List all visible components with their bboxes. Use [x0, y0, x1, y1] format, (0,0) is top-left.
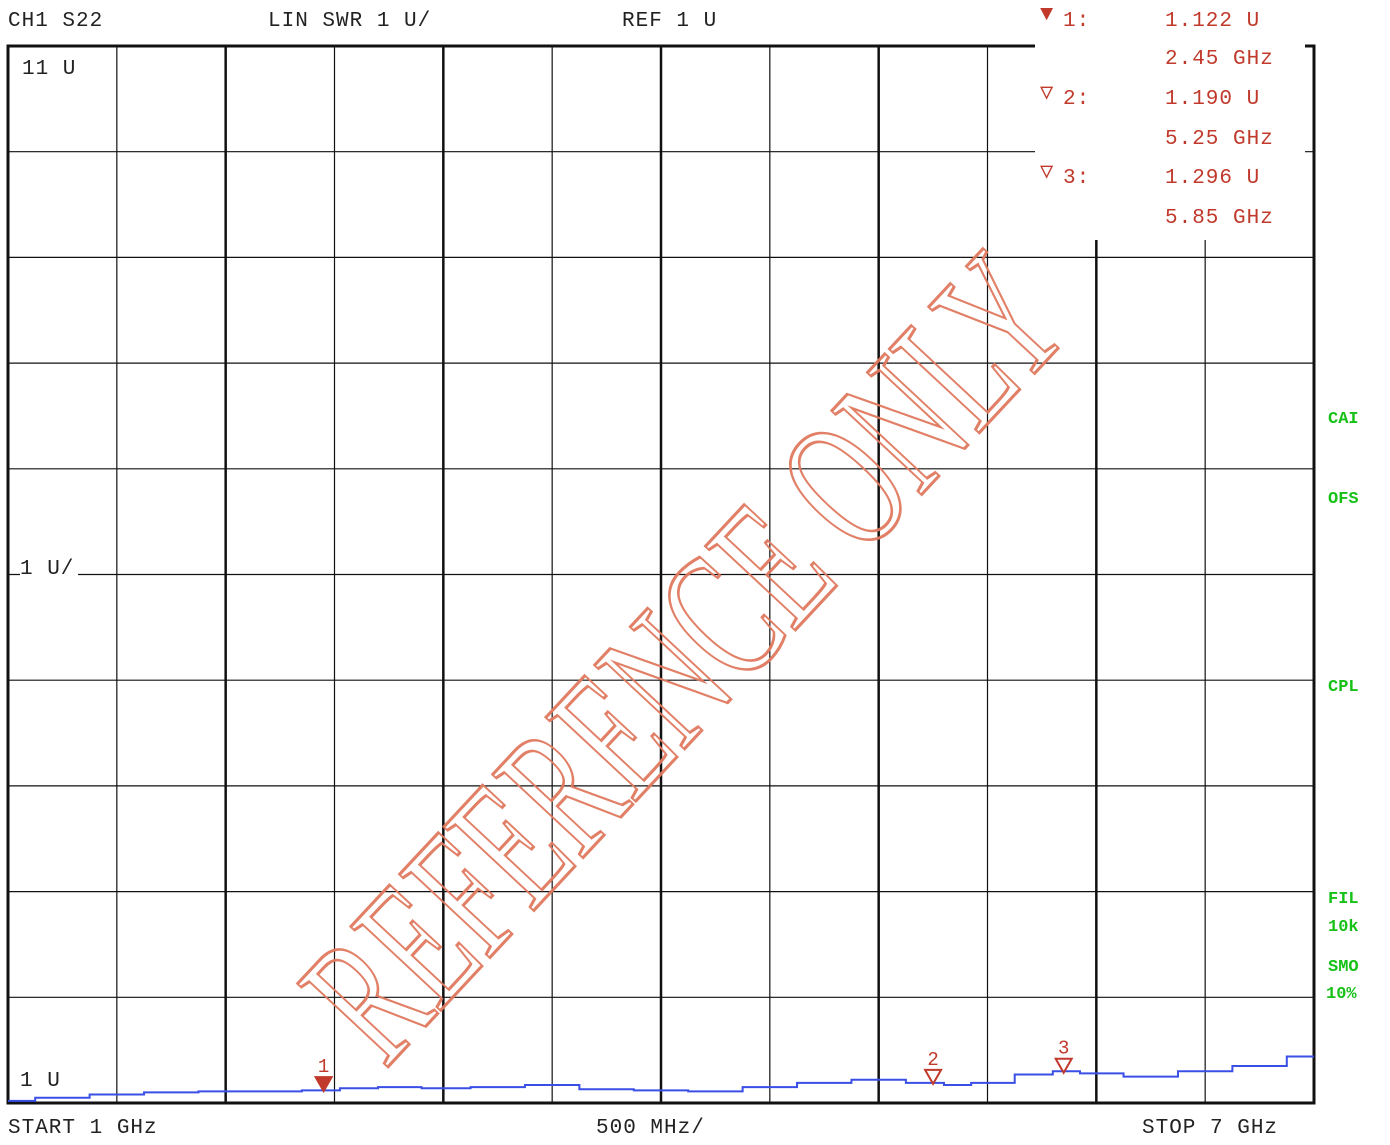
trace-layer	[8, 1055, 1314, 1102]
marker-2-symbol: ▽	[1040, 81, 1055, 106]
side-fil-value: 10k	[1328, 918, 1359, 937]
y-tick-scale: 1 U/	[20, 558, 79, 581]
side-cal-label: CAI	[1328, 410, 1359, 429]
marker-1-value: 1.122 U	[1165, 10, 1261, 33]
side-ofs-label: OFS	[1328, 490, 1359, 509]
marker-readout-panel	[1035, 0, 1305, 240]
side-cpl-label: CPL	[1328, 678, 1359, 697]
marker-3-value: 1.296 U	[1165, 167, 1261, 190]
stop-frequency: STOP 7 GHz	[1142, 1117, 1279, 1140]
marker-3-number: 3	[1058, 1038, 1069, 1060]
marker-2-freq: 5.25 GHz	[1165, 128, 1274, 151]
swr-trace	[8, 1055, 1314, 1102]
marker-3-symbol: ▽	[1040, 160, 1055, 185]
marker-2-triangle	[923, 1068, 943, 1086]
marker-1-label: 1:	[1063, 10, 1091, 33]
marker-2-number: 2	[927, 1049, 938, 1071]
watermark-layer: REFERENCE ONLY	[262, 215, 1106, 1099]
channel-label: CH1 S22	[8, 10, 104, 33]
marker-3-triangle	[1053, 1057, 1074, 1075]
marker-3-label: 3:	[1063, 167, 1091, 190]
marker-3-freq: 5.85 GHz	[1165, 207, 1274, 230]
side-fil-label: FIL	[1328, 890, 1359, 909]
reference-label: REF 1 U	[622, 10, 718, 33]
format-label: LIN SWR 1 U/	[268, 10, 432, 33]
marker-1-number: 1	[318, 1056, 329, 1078]
marker-layer: 1 2 3	[313, 1038, 1074, 1094]
y-tick-top: 11 U	[22, 58, 77, 81]
marker-1-freq: 2.45 GHz	[1165, 48, 1274, 71]
side-smo-label: SMO	[1328, 958, 1359, 977]
start-frequency: START 1 GHz	[8, 1117, 158, 1140]
plot-grid	[6, 44, 1316, 1105]
marker-2-label: 2:	[1063, 88, 1091, 111]
marker-1-symbol: ▼	[1040, 2, 1055, 27]
watermark-text: REFERENCE ONLY	[263, 216, 1105, 1098]
y-tick-bottom: 1 U	[20, 1070, 61, 1093]
marker-2-value: 1.190 U	[1165, 88, 1261, 111]
marker-1-triangle	[313, 1076, 334, 1094]
side-smo-value: 10%	[1326, 985, 1357, 1004]
span-per-division: 500 MHz/	[596, 1117, 705, 1140]
